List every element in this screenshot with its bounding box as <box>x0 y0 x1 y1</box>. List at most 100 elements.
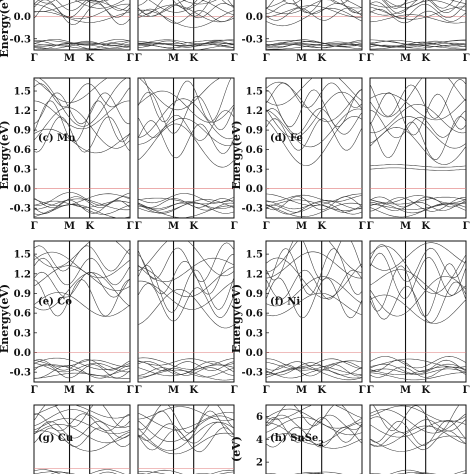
band-line <box>138 266 234 298</box>
y-tick-label: 0.6 <box>14 145 31 156</box>
band-line <box>370 358 466 368</box>
band-line <box>370 6 466 20</box>
band-line <box>370 203 466 214</box>
y-axis-label: Energy(eV) <box>230 284 243 353</box>
kpoint-label: Γ <box>262 385 269 396</box>
band-line <box>138 242 234 282</box>
kpoint-label: K <box>421 385 430 396</box>
band-line <box>266 417 362 436</box>
band-line <box>138 198 234 208</box>
band-line <box>370 359 466 372</box>
band-line <box>138 415 234 442</box>
subplot-frame <box>33 77 131 219</box>
band-line <box>370 366 466 378</box>
band-line <box>34 11 130 23</box>
band-line <box>34 245 130 272</box>
kpoint-label: K <box>317 221 326 232</box>
band-line <box>138 0 234 17</box>
band-line <box>34 359 130 367</box>
y-tick-label: 2 <box>256 458 263 469</box>
band-line <box>34 193 130 207</box>
band-line <box>138 427 234 453</box>
band-line <box>266 7 362 27</box>
band-line <box>370 79 466 119</box>
panel-top-right-partial: 0.0-0.3Γ M K Γ Γ M K Γ <box>241 0 470 64</box>
band-line <box>37 0 104 4</box>
y-tick-label: 1.2 <box>246 106 263 117</box>
band-line <box>266 414 362 430</box>
band-line <box>146 469 234 474</box>
y-tick-label: -0.3 <box>241 204 263 215</box>
kpoint-label: Γ <box>262 221 269 232</box>
band-line <box>370 430 466 451</box>
band-line <box>370 92 466 136</box>
panel-g-Cu: (g) Cu <box>33 404 235 474</box>
y-axis-label: Energy(eV) <box>0 0 11 58</box>
kpoint-label: Γ <box>366 385 373 396</box>
subplot-frame <box>33 0 131 51</box>
y-tick-label: 0.6 <box>246 145 263 156</box>
band-line <box>138 205 234 218</box>
band-line <box>266 199 362 211</box>
band-line <box>34 40 130 47</box>
band-line <box>370 269 466 297</box>
band-line <box>266 204 362 213</box>
y-tick-label: 0.6 <box>14 309 31 320</box>
panel-label-subscript: 2 <box>318 438 324 448</box>
kpoint-label: Γ <box>366 53 373 64</box>
band-line <box>370 356 466 369</box>
kpoint-label: M <box>168 53 179 64</box>
panel-label: (d) Fe <box>270 133 303 144</box>
subplot-frame <box>137 0 235 51</box>
band-line <box>266 41 362 45</box>
band-line <box>370 93 466 121</box>
band-line <box>266 269 362 300</box>
kpoint-label: Γ <box>462 53 469 64</box>
band-line <box>370 0 466 8</box>
band-line <box>34 292 130 317</box>
y-tick-label: 0.3 <box>246 165 263 176</box>
kpoint-label: M <box>296 221 307 232</box>
band-line <box>74 0 125 9</box>
band-line <box>370 104 466 134</box>
panel-label: (c) Mn <box>38 133 76 144</box>
panel-h-SnSe2: 6 4 2 (eV) (h) SnSe2 <box>230 404 467 474</box>
panel-f-Ni: 1.51.20.90.60.30.0-0.3Γ M K Γ Γ M K ΓEnergy(eV)… <box>230 240 470 396</box>
band-line <box>34 39 130 46</box>
band-line <box>138 118 234 146</box>
band-line <box>266 427 362 448</box>
y-tick-label: 0.3 <box>14 165 31 176</box>
band-line <box>370 164 466 168</box>
panel-label: (g) Cu <box>38 433 73 444</box>
y-tick-label: 0.0 <box>246 12 263 23</box>
band-line <box>34 42 130 50</box>
band-line <box>34 471 130 474</box>
band-line <box>389 469 466 474</box>
subplot-frame <box>369 240 467 383</box>
kpoint-label: Γ <box>230 221 237 232</box>
kpoint-label: Γ <box>462 221 469 232</box>
band-line <box>138 9 234 28</box>
band-line <box>266 89 362 128</box>
band-line <box>34 427 130 447</box>
y-tick-label: 1.5 <box>246 250 263 261</box>
kpoint-label: Γ <box>358 221 365 232</box>
band-line <box>266 241 362 281</box>
y-tick-label: 0.9 <box>246 289 263 300</box>
kpoint-label: M <box>296 385 307 396</box>
band-line <box>370 294 466 324</box>
band-line <box>138 39 234 44</box>
band-line <box>148 0 205 13</box>
band-line <box>34 424 130 444</box>
band-line <box>266 41 362 48</box>
band-line <box>370 1 466 19</box>
band-line <box>370 41 466 48</box>
kpoint-label: M <box>296 53 307 64</box>
band-line <box>266 0 362 14</box>
band-line <box>138 368 234 378</box>
band-line <box>266 277 362 319</box>
band-line <box>370 276 466 317</box>
band-line <box>34 42 130 46</box>
kpoint-label: Γ <box>126 53 133 64</box>
band-line <box>282 0 349 5</box>
